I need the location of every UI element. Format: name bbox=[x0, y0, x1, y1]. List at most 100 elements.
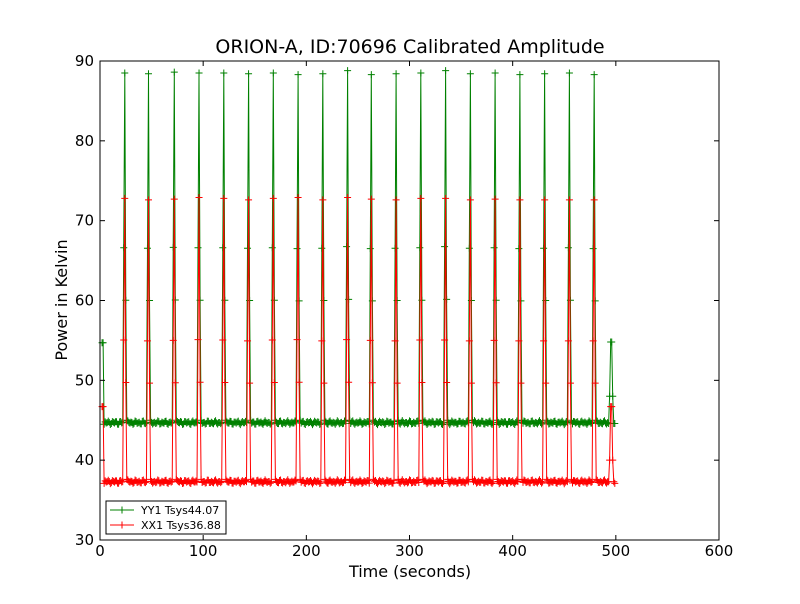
data-point bbox=[269, 194, 277, 202]
data-point bbox=[367, 71, 375, 79]
data-point bbox=[563, 478, 571, 486]
y-tick-label: 50 bbox=[75, 371, 94, 389]
data-point bbox=[219, 336, 227, 344]
data-point bbox=[143, 337, 151, 345]
data-point bbox=[564, 337, 572, 345]
data-point bbox=[516, 71, 524, 79]
data-point bbox=[220, 69, 228, 77]
data-point bbox=[609, 456, 617, 464]
data-point bbox=[244, 337, 252, 345]
data-point bbox=[366, 336, 374, 344]
data-point bbox=[219, 244, 227, 252]
y-tick-label: 90 bbox=[75, 52, 94, 70]
data-point bbox=[491, 195, 499, 203]
data-point bbox=[562, 477, 570, 485]
y-tick-label: 60 bbox=[75, 292, 94, 310]
y-tick-label: 40 bbox=[75, 451, 94, 469]
data-point bbox=[168, 477, 176, 485]
data-point bbox=[539, 478, 547, 486]
data-point bbox=[610, 478, 618, 486]
data-point bbox=[490, 244, 498, 252]
data-point bbox=[320, 379, 328, 387]
data-point bbox=[171, 379, 179, 387]
data-point bbox=[317, 479, 325, 487]
data-point bbox=[294, 194, 302, 202]
data-point bbox=[441, 336, 449, 344]
data-point bbox=[392, 196, 400, 204]
data-point bbox=[492, 379, 500, 387]
data-point bbox=[269, 69, 277, 77]
data-point bbox=[318, 244, 326, 252]
data-point bbox=[591, 379, 599, 387]
data-point bbox=[316, 479, 324, 487]
data-point bbox=[517, 379, 525, 387]
data-point bbox=[543, 416, 551, 424]
data-point bbox=[345, 378, 353, 386]
data-point bbox=[141, 420, 149, 428]
y-tick-label: 70 bbox=[75, 212, 94, 230]
data-point bbox=[99, 403, 107, 411]
data-point bbox=[588, 478, 596, 486]
data-point bbox=[442, 67, 450, 75]
data-point bbox=[466, 70, 474, 78]
data-point bbox=[543, 475, 551, 483]
data-point bbox=[514, 477, 522, 485]
data-point bbox=[291, 476, 299, 484]
y-axis-label: Power in Kelvin bbox=[52, 239, 71, 360]
data-point bbox=[564, 244, 572, 252]
data-point bbox=[192, 477, 200, 485]
data-point bbox=[587, 419, 595, 427]
data-point bbox=[415, 479, 423, 487]
data-point bbox=[541, 70, 549, 78]
data-point bbox=[365, 479, 373, 487]
data-point bbox=[393, 379, 401, 387]
data-point bbox=[441, 243, 449, 251]
data-point bbox=[99, 339, 107, 347]
data-point bbox=[244, 244, 252, 252]
data-point bbox=[587, 479, 595, 487]
data-point bbox=[319, 196, 327, 204]
data-point bbox=[418, 379, 426, 387]
data-point bbox=[590, 71, 598, 79]
data-point bbox=[245, 196, 253, 204]
data-point bbox=[316, 420, 324, 428]
data-point bbox=[443, 379, 451, 387]
legend-label: XX1 Tsys36.88 bbox=[141, 519, 221, 532]
data-point bbox=[491, 69, 499, 77]
data-point bbox=[241, 476, 249, 484]
data-point bbox=[146, 379, 154, 387]
data-point bbox=[170, 68, 178, 76]
data-point bbox=[562, 418, 570, 426]
data-point bbox=[170, 195, 178, 203]
data-point bbox=[122, 379, 130, 387]
data-point bbox=[270, 379, 278, 387]
data-point bbox=[293, 336, 301, 344]
data-point bbox=[169, 243, 177, 251]
data-point bbox=[344, 67, 352, 75]
data-point bbox=[167, 419, 175, 427]
data-point bbox=[221, 379, 229, 387]
legend-marker bbox=[118, 521, 126, 529]
data-point bbox=[193, 478, 201, 486]
data-point bbox=[195, 69, 203, 77]
data-point bbox=[119, 478, 127, 486]
data-point bbox=[490, 336, 498, 344]
legend-label: YY1 Tsys44.07 bbox=[140, 504, 219, 517]
data-point bbox=[565, 69, 573, 77]
data-point bbox=[120, 336, 128, 344]
data-point bbox=[516, 196, 524, 204]
y-tick-label: 80 bbox=[75, 132, 94, 150]
data-point bbox=[121, 69, 129, 77]
data-point bbox=[589, 245, 597, 253]
data-point bbox=[565, 196, 573, 204]
data-point bbox=[192, 418, 200, 426]
data-point bbox=[467, 379, 475, 387]
data-point bbox=[417, 69, 425, 77]
data-point bbox=[319, 70, 327, 78]
data-point bbox=[241, 417, 249, 425]
data-point bbox=[513, 476, 521, 484]
data-point bbox=[416, 336, 424, 344]
